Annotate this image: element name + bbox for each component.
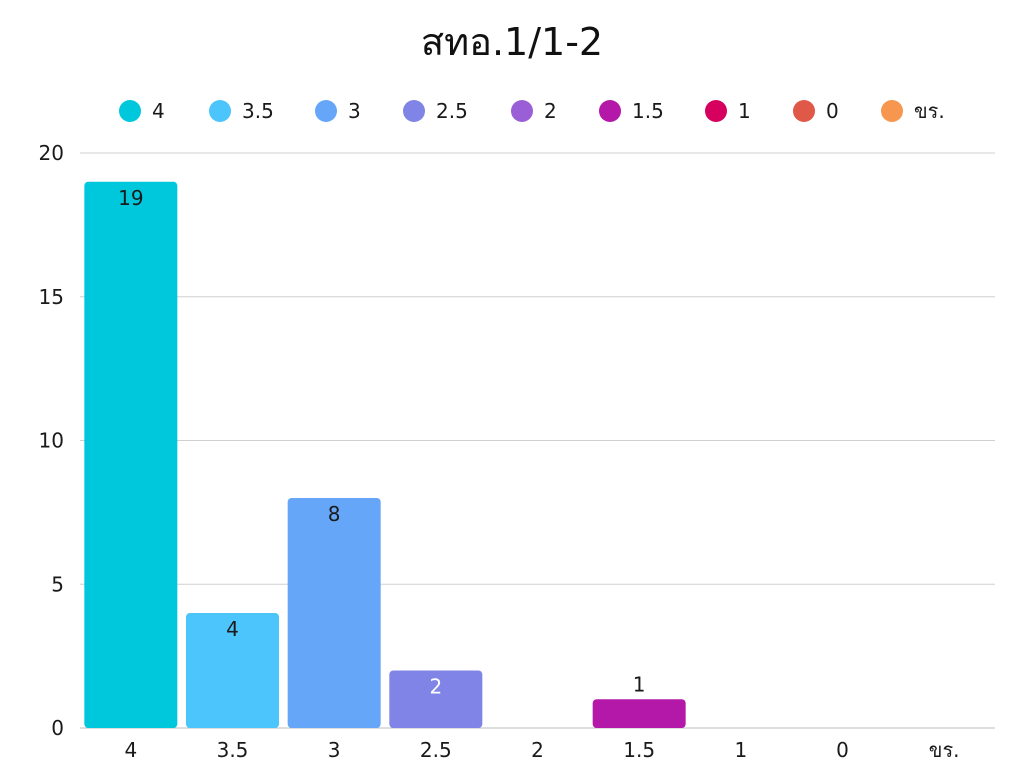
x-tick-label: 2 <box>531 738 544 762</box>
y-tick-label: 0 <box>51 716 64 740</box>
x-tick-label: 1.5 <box>623 738 655 762</box>
legend-marker <box>209 100 231 122</box>
legend: 4 3.5 3 2.5 2 1.5 1 0 ขร. <box>119 99 945 123</box>
legend-marker <box>315 100 337 122</box>
x-tick-label: 3 <box>328 738 341 762</box>
x-axis-ticks: 4 3.5 3 2.5 2 1.5 1 0 ขร. <box>124 738 959 762</box>
data-label: 19 <box>118 186 143 210</box>
legend-label: ขร. <box>914 99 945 123</box>
legend-label: 1 <box>738 99 751 123</box>
legend-marker <box>511 100 533 122</box>
y-tick-label: 10 <box>39 429 64 453</box>
x-tick-label: 1 <box>734 738 747 762</box>
bar-3 <box>287 498 381 728</box>
chart-title: สทอ.1/1-2 <box>420 20 604 64</box>
bars <box>84 181 686 728</box>
legend-marker <box>599 100 621 122</box>
bar-2.5 <box>389 670 483 728</box>
bar-1.5 <box>592 699 686 728</box>
legend-label: 3 <box>348 99 361 123</box>
bar-3.5 <box>186 613 279 728</box>
x-tick-label: 2.5 <box>420 738 452 762</box>
legend-label: 1.5 <box>632 99 664 123</box>
x-tick-label: ขร. <box>929 738 960 762</box>
y-tick-label: 15 <box>39 285 64 309</box>
x-tick-label: 0 <box>836 738 849 762</box>
bar-4 <box>84 181 178 728</box>
data-label: 4 <box>226 617 239 641</box>
data-label: 8 <box>328 502 341 526</box>
data-label: 2 <box>429 675 442 699</box>
legend-label: 3.5 <box>242 99 274 123</box>
legend-label: 0 <box>826 99 839 123</box>
x-tick-label: 4 <box>124 738 137 762</box>
data-labels: 19 4 8 2 1 <box>118 186 645 699</box>
legend-marker <box>705 100 727 122</box>
y-axis-ticks: 0 5 10 15 20 <box>39 141 64 740</box>
legend-marker <box>793 100 815 122</box>
legend-label: 2.5 <box>436 99 468 123</box>
legend-marker <box>403 100 425 122</box>
legend-marker <box>119 100 141 122</box>
legend-marker <box>881 100 903 122</box>
legend-label: 2 <box>544 99 557 123</box>
data-label: 1 <box>633 672 646 696</box>
legend-label: 4 <box>152 99 165 123</box>
x-tick-label: 3.5 <box>217 738 249 762</box>
y-tick-label: 20 <box>39 141 64 165</box>
y-tick-label: 5 <box>51 572 64 596</box>
